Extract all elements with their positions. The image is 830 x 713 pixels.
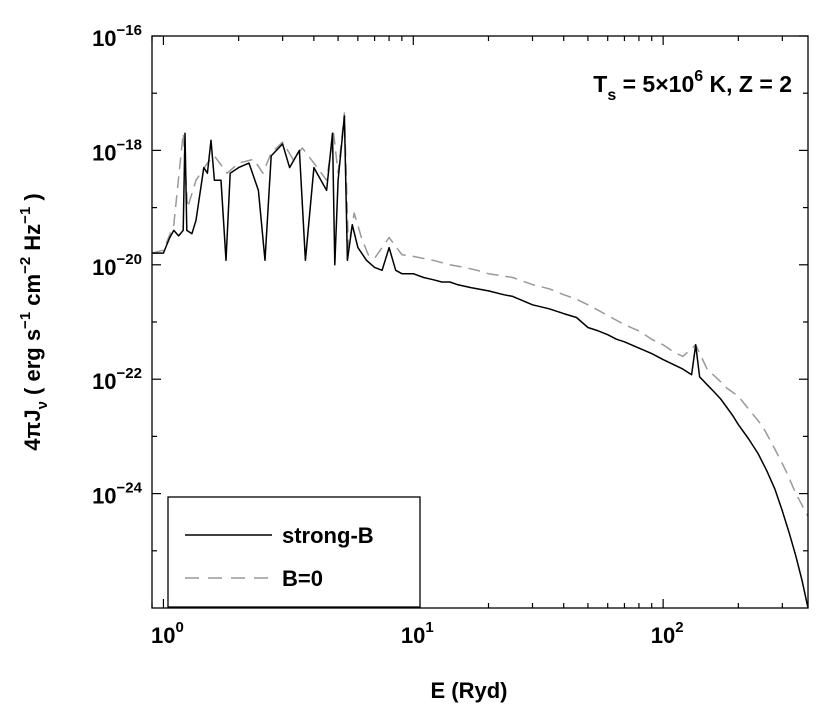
y-label-exp2: −2 bbox=[17, 257, 34, 274]
annotation-rest: K, Z = 2 bbox=[703, 71, 792, 97]
y-tick-label-1: 10−18 bbox=[92, 136, 142, 165]
y-tick-label-4: 10−24 bbox=[92, 480, 143, 509]
x-tick-label-0: 100 bbox=[151, 619, 184, 648]
series-layer bbox=[151, 112, 809, 609]
series-line-b0 bbox=[151, 112, 809, 517]
annotation-prefix: T bbox=[593, 71, 607, 97]
y-label-units-open: ( erg s bbox=[20, 329, 45, 401]
y-label-cm: cm bbox=[20, 274, 45, 312]
y-label-exp3: −1 bbox=[17, 207, 34, 224]
annotation-subscript: s bbox=[607, 87, 616, 104]
y-axis-label: 4πJν ( erg s−1 cm−2 Hz−1 ) bbox=[17, 193, 51, 451]
annotation: Ts = 5×106 K, Z = 2 bbox=[593, 68, 792, 104]
x-axis-label: E (Ryd) bbox=[431, 678, 508, 703]
y-label-hz: Hz bbox=[20, 224, 45, 257]
y-label-subscript: ν bbox=[34, 401, 51, 409]
y-tick-label-0: 10−16 bbox=[92, 22, 142, 51]
y-tick-label-2: 10−20 bbox=[92, 251, 142, 280]
series-line-strong-b bbox=[152, 115, 809, 609]
y-tick-label-3: 10−22 bbox=[92, 365, 142, 394]
annotation-exponent: 6 bbox=[694, 68, 703, 85]
y-label-prefix: 4πJ bbox=[20, 409, 45, 450]
legend-box bbox=[167, 496, 421, 608]
x-tick-label-1: 101 bbox=[401, 619, 434, 648]
legend-label-strong-b: strong-B bbox=[282, 523, 374, 548]
y-label-exp1: −1 bbox=[17, 312, 34, 329]
x-tick-label-2: 102 bbox=[651, 619, 684, 648]
legend: strong-B B=0 bbox=[167, 496, 421, 608]
label-layer: 100 101 102 10−16 10−18 10−20 10−22 10−24 bbox=[92, 22, 683, 648]
y-label-units-close: ) bbox=[20, 193, 45, 206]
legend-label-b0: B=0 bbox=[282, 566, 323, 591]
annotation-mantissa: = 5×10 bbox=[616, 71, 694, 97]
